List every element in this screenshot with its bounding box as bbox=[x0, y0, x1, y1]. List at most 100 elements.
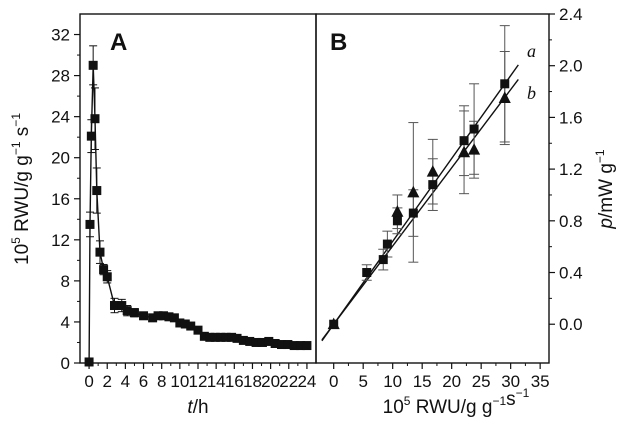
panel-a-x-tick-label: 16 bbox=[225, 372, 244, 391]
panel-a-data-point bbox=[148, 313, 158, 323]
panel-a-y-tick-label: 20 bbox=[51, 149, 70, 168]
panel-b-fit-lines bbox=[321, 64, 519, 342]
panel-b-y-tick-label: 1.6 bbox=[559, 108, 583, 127]
panel-a-x-tick-label: 0 bbox=[84, 372, 93, 391]
panel-a-series-line bbox=[88, 65, 307, 363]
panel-a-y-tick-label: 24 bbox=[51, 108, 70, 127]
panel-b-square-point bbox=[500, 79, 510, 89]
panel-b-y-axis-label: p/mW g−1 bbox=[593, 149, 617, 229]
panel-a-data-point bbox=[296, 341, 306, 351]
panel-a-data-point bbox=[84, 357, 94, 367]
panel-a-data-point bbox=[264, 336, 274, 346]
panel-b-square-point bbox=[378, 255, 388, 265]
panel-a-data-point bbox=[109, 301, 119, 311]
panel-b-y-tick-label: 1.2 bbox=[559, 160, 583, 179]
panel-b-triangle-point bbox=[407, 185, 420, 198]
panel-a-data-point bbox=[216, 332, 226, 342]
panel-b-x-tick-label: 20 bbox=[442, 372, 461, 391]
panel-b-triangle-point bbox=[498, 91, 511, 103]
panel-b-x-axis-label: 105 RWU/g g−1s−1 bbox=[383, 386, 530, 418]
panel-a-x-ticks: 0 2 4 6 8 10 12 14 16 18 20 22 24 bbox=[84, 363, 316, 391]
panel-a-data-point bbox=[227, 332, 237, 342]
panel-b-y-tick-label: 0.4 bbox=[559, 264, 583, 283]
panel-a-data-point bbox=[122, 306, 132, 316]
panel-b-triangle-point bbox=[391, 205, 404, 217]
panel-b-y-tick-label: 0.8 bbox=[559, 212, 583, 231]
panel-b-triangle-point bbox=[468, 143, 481, 155]
panel-a-data-point bbox=[199, 331, 209, 341]
panel-a-x-tick-label: 20 bbox=[261, 372, 280, 391]
panel-b-label: B bbox=[330, 29, 347, 56]
panel-a-data-point bbox=[88, 60, 98, 70]
fit-line-label-a: a bbox=[527, 41, 536, 61]
panel-a-data-point bbox=[270, 338, 280, 348]
panel-a-data-point bbox=[129, 308, 139, 318]
panel-a-data-point bbox=[238, 335, 248, 345]
panel-a-data-point bbox=[99, 265, 109, 275]
panel-a-data-point bbox=[85, 219, 95, 229]
panel-a-x-tick-label: 8 bbox=[157, 372, 166, 391]
panel-a-data-point bbox=[159, 311, 169, 321]
panel-a-data-point bbox=[169, 313, 179, 323]
panel-a-x-label-unit: /h bbox=[193, 397, 209, 418]
panel-a-data-point bbox=[186, 321, 196, 331]
panel-a-y-tick-label: 0 bbox=[61, 354, 70, 373]
panel-a-data-point bbox=[232, 333, 242, 343]
panel-a-data-point bbox=[245, 336, 255, 346]
panel-a-data-point bbox=[193, 325, 203, 335]
panel-a-x-tick-label: 6 bbox=[139, 372, 148, 391]
panel-b-square-point bbox=[362, 268, 372, 278]
panel-a-x-tick-label: 24 bbox=[297, 372, 316, 391]
panel-a-y-tick-label: 8 bbox=[61, 272, 70, 291]
panel-b-triangle-point bbox=[426, 165, 439, 177]
panel-a-x-tick-label: 4 bbox=[121, 372, 130, 391]
panel-a-data-point bbox=[210, 332, 220, 342]
panel-b-square-point bbox=[428, 180, 438, 190]
panel-b-x-tick-label: 15 bbox=[413, 372, 432, 391]
fit-line-label-b: b bbox=[527, 83, 536, 103]
panel-b-y-tick-label: 2.0 bbox=[559, 57, 583, 76]
panel-b-square-point bbox=[392, 216, 402, 226]
fit-line-b bbox=[321, 79, 519, 341]
panel-b-square-point bbox=[459, 136, 469, 146]
panel-a-data-point bbox=[86, 131, 96, 141]
panel-a-y-tick-label: 32 bbox=[51, 26, 70, 45]
panel-a-y-tick-label: 16 bbox=[51, 190, 70, 209]
panel-a-data-point bbox=[164, 312, 174, 322]
panel-b-triangle-point bbox=[327, 317, 340, 330]
panel-a-data-point bbox=[289, 341, 299, 351]
panel-a-data-point bbox=[277, 340, 287, 350]
panel-a-data-point bbox=[92, 186, 102, 196]
panel-a-data-point bbox=[302, 341, 312, 351]
panel-a-data-point bbox=[102, 272, 112, 282]
panel-a-x-tick-label: 10 bbox=[170, 372, 189, 391]
panel-b-square-point bbox=[382, 239, 392, 249]
panel-a-data-point bbox=[139, 311, 149, 321]
panel-b-y-tick-label: 0.0 bbox=[559, 315, 583, 334]
panel-a-data-point bbox=[205, 332, 215, 342]
panel-b-x-tick-label: 25 bbox=[472, 372, 491, 391]
panel-b-square-point bbox=[408, 208, 418, 218]
panel-a-label: A bbox=[110, 29, 127, 56]
panel-b-x-tick-label: 30 bbox=[501, 372, 520, 391]
panel-b-x-ticks: 0 5 10 15 20 25 30 35 bbox=[329, 363, 550, 391]
panel-a-data-point bbox=[90, 114, 100, 124]
panel-a-frame bbox=[79, 13, 317, 364]
panel-b-square-point bbox=[469, 124, 479, 134]
panel-a-data-point bbox=[153, 311, 163, 321]
panel-b-triangle-point bbox=[458, 145, 471, 158]
panel-b-x-tick-label: 10 bbox=[383, 372, 402, 391]
panel-a-points bbox=[84, 60, 312, 367]
panel-a: A 0 2 4 6 8 10 12 14 16 18 20 22 24 048121620242832 … bbox=[9, 13, 317, 418]
panel-a-data-point bbox=[257, 337, 267, 347]
panel-b-y-tick-label: 2.4 bbox=[559, 5, 583, 24]
panel-a-data-point bbox=[180, 319, 190, 329]
panel-a-data-point bbox=[175, 318, 185, 328]
panel-a-y-tick-label: 12 bbox=[51, 231, 70, 250]
panel-a-y-axis-label: 105 RWU/g g−1 s−1 bbox=[9, 113, 33, 265]
panel-a-x-tick-label: 18 bbox=[243, 372, 262, 391]
panel-a-data-point bbox=[283, 340, 293, 350]
panel-a-x-tick-label: 14 bbox=[207, 372, 226, 391]
panel-a-y-tick-label: 28 bbox=[51, 67, 70, 86]
